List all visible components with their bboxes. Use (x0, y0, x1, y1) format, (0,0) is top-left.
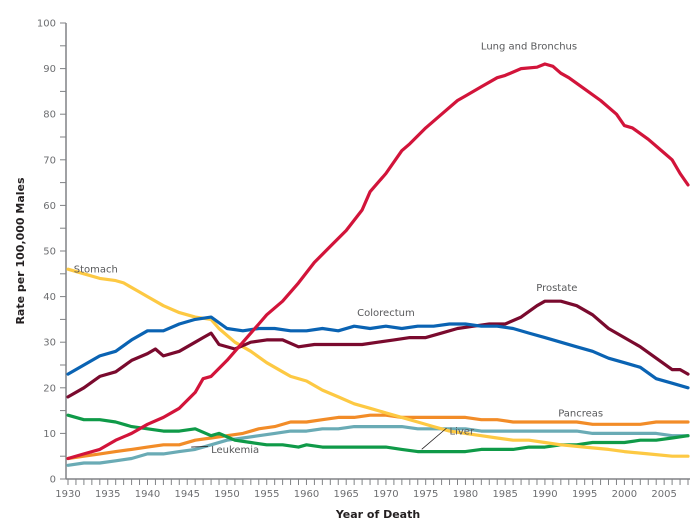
x-tick-label: 2005 (651, 489, 676, 500)
series-lines (66, 62, 690, 467)
y-tick-label: 90 (43, 64, 56, 75)
x-tick-label: 1945 (175, 489, 200, 500)
series-label-leukemia: Leukemia (211, 445, 259, 456)
series-line-pancreas (66, 413, 690, 461)
series-labels: Lung and Bronchus Stomach Colorectum Prosta… (74, 41, 603, 456)
series-line-liver (66, 413, 690, 454)
x-tick-label: 1935 (95, 489, 120, 500)
x-tick-label: 1995 (572, 489, 597, 500)
y-axis-title: Rate per 100,000 Males (14, 177, 27, 325)
x-tick-label: 2000 (612, 489, 637, 500)
x-tick-label: 1975 (413, 489, 438, 500)
x-axis: 1930 1935 1940 1945 1950 1955 1960 1965 1970 1975… (55, 478, 690, 500)
x-tick-label: 1930 (55, 489, 80, 500)
series-label-lung-and-bronchus: Lung and Bronchus (481, 41, 577, 52)
series-label-colorectum: Colorectum (357, 308, 415, 319)
label-leader-liver (421, 427, 447, 450)
series-line-colorectum (66, 315, 690, 390)
series-line-lung-and-bronchus (66, 62, 690, 461)
x-tick-label: 1980 (453, 489, 478, 500)
series-line-leukemia (66, 425, 690, 467)
y-tick-label: 40 (43, 292, 56, 303)
series-label-pancreas: Pancreas (558, 408, 603, 419)
y-tick-label: 100 (37, 19, 56, 30)
x-tick-label: 1960 (294, 489, 319, 500)
x-tick-label: 1970 (373, 489, 398, 500)
x-tick-label: 1955 (254, 489, 279, 500)
x-tick-label: 1985 (492, 489, 517, 500)
label-leader-leukemia (191, 445, 209, 448)
series-label-liver: Liver (450, 427, 475, 438)
x-tick-label: 1965 (333, 489, 358, 500)
y-tick-label: 20 (43, 383, 56, 394)
series-label-prostate: Prostate (536, 283, 577, 294)
y-tick-label: 0 (50, 475, 56, 486)
y-tick-label: 60 (43, 201, 56, 212)
x-tick-label: 1940 (135, 489, 160, 500)
x-tick-label: 1950 (214, 489, 239, 500)
y-tick-label: 80 (43, 110, 56, 121)
y-axis: 0 10 20 30 40 50 60 70 80 90 100 (37, 19, 67, 486)
x-tick-label: 1990 (532, 489, 557, 500)
y-tick-label: 30 (43, 338, 56, 349)
series-line-prostate (66, 299, 690, 399)
x-axis-title: Year of Death (335, 508, 420, 521)
y-tick-label: 50 (43, 247, 56, 258)
y-tick-label: 70 (43, 155, 56, 166)
series-line-stomach (66, 267, 690, 458)
y-tick-label: 10 (43, 429, 56, 440)
series-label-stomach: Stomach (74, 265, 118, 276)
